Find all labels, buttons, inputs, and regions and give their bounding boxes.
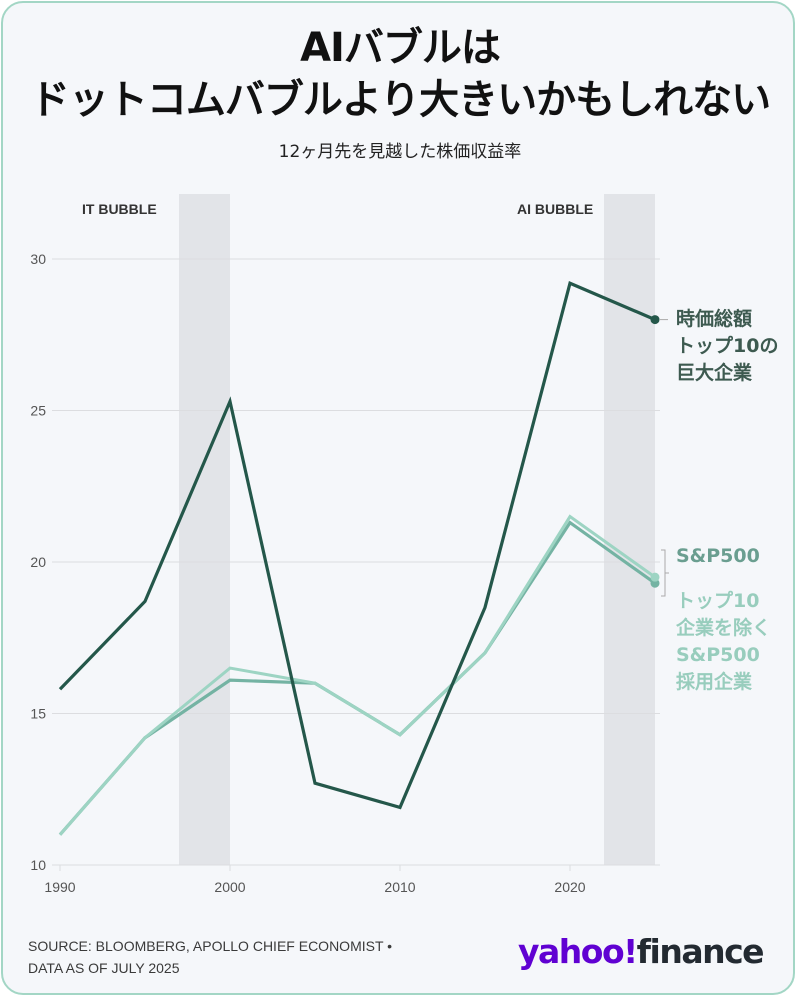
legend-excl-label: トップ10 企業を除く S&P500 採用企業 (676, 588, 771, 696)
source-line2: DATA AS OF JULY 2025 (28, 960, 180, 976)
it-bubble-label: IT BUBBLE (82, 201, 157, 217)
legend-top10-line1: 時価総額 (676, 308, 753, 330)
series-end-dot (650, 315, 660, 325)
series-end-dot (650, 572, 660, 582)
data-lines (58, 281, 669, 836)
logo-finance: finance (636, 932, 765, 971)
legend-excl-line2: 企業を除く (676, 617, 772, 639)
chart-subtitle: 12ヶ月先を見越した株価収益率 (278, 142, 522, 162)
y-tick-label: 15 (30, 706, 46, 722)
x-tick-label: 2020 (554, 879, 585, 895)
bubble-band (179, 194, 230, 865)
ai-bubble-label: AI BUBBLE (517, 201, 594, 217)
series-line (58, 514, 656, 836)
legend-top10-line3: 巨大企業 (676, 362, 753, 384)
legend-excl-line4: 採用企業 (676, 671, 753, 693)
x-tick-label: 2000 (214, 879, 245, 895)
source-line1: SOURCE: BLOOMBERG, APOLLO CHIEF ECONOMIS… (28, 938, 393, 954)
bubble-band (604, 194, 655, 865)
chart-title-line2: ドットコムバブルより大きいかもしれない (29, 77, 771, 123)
legend-excl-line1: トップ10 (676, 590, 760, 612)
chart-title-line1: AIバブルは (300, 25, 501, 71)
yahoo-finance-logo: yahoo!finance (518, 932, 765, 971)
series-line (58, 281, 656, 810)
source-note: SOURCE: BLOOMBERG, APOLLO CHIEF ECONOMIS… (28, 935, 392, 979)
y-tick-label: 10 (30, 857, 46, 873)
y-tick-label: 30 (30, 251, 46, 267)
label-bracket (661, 549, 669, 597)
x-tick-label: 1990 (44, 879, 75, 895)
x-tick-label: 2010 (384, 879, 415, 895)
legend-sp500-label: S&P500 (676, 545, 760, 567)
logo-yahoo: yahoo! (518, 932, 638, 971)
series-line (58, 520, 656, 836)
x-axis-ticks: 1990 2000 2010 2020 (44, 865, 586, 895)
legend-top10-label: 時価総額 トップ10の 巨大企業 (676, 306, 778, 387)
grid-lines (52, 258, 660, 866)
bubble-bands (179, 194, 655, 865)
y-axis-ticks: 10 15 20 25 30 (30, 251, 46, 873)
y-tick-label: 20 (30, 554, 46, 570)
legend-top10-line2: トップ10の (676, 335, 779, 357)
y-tick-label: 25 (30, 403, 46, 419)
legend-excl-line3: S&P500 (676, 644, 760, 666)
